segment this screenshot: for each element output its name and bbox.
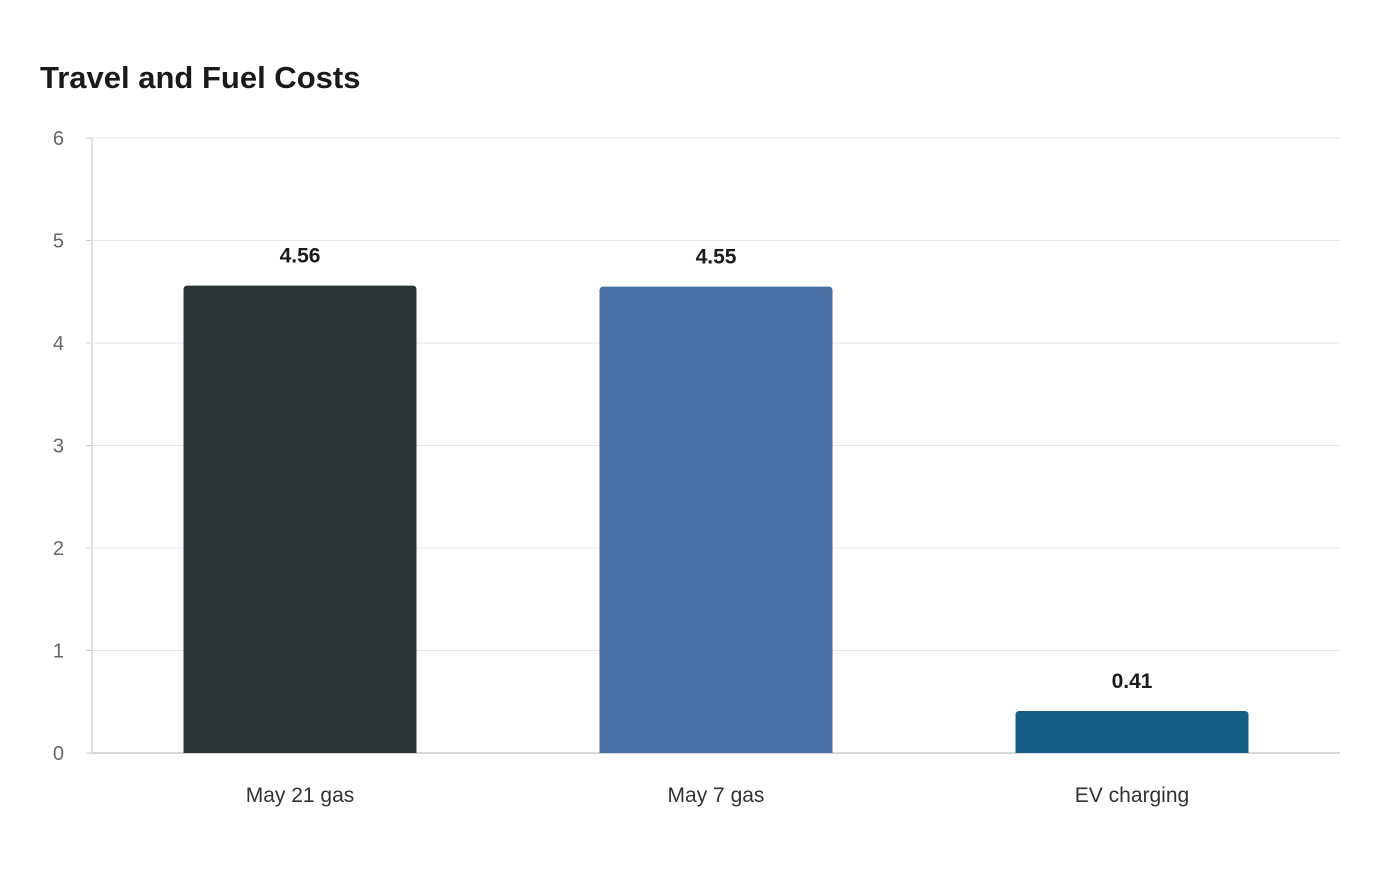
bar-may-7-gas: [599, 286, 833, 753]
x-tick-label: EV charging: [1075, 784, 1189, 807]
chart-title: Travel and Fuel Costs: [40, 60, 361, 95]
y-tick-label: 6: [53, 128, 64, 150]
y-tick-label: 4: [53, 333, 64, 355]
labels: 0 1 2 3 4 5 6 4.56 May 21 gas 4.55 May 7 gas 0.41 EV…: [53, 128, 1189, 807]
y-tick-label: 0: [53, 743, 64, 765]
x-tick-label: May 7 gas: [668, 784, 765, 807]
data-label: 4.56: [280, 245, 321, 268]
y-tick-label: 2: [53, 538, 64, 560]
y-tick-label: 3: [53, 436, 64, 458]
y-tick-label: 1: [53, 641, 64, 663]
y-tick-label: 5: [53, 231, 64, 253]
data-label: 0.41: [1112, 670, 1153, 693]
bars: [183, 285, 1249, 753]
data-label: 4.55: [696, 246, 737, 269]
bar-may-21-gas: [183, 285, 417, 753]
x-tick-label: May 21 gas: [246, 784, 355, 807]
bar-ev-charging: [1015, 710, 1249, 753]
